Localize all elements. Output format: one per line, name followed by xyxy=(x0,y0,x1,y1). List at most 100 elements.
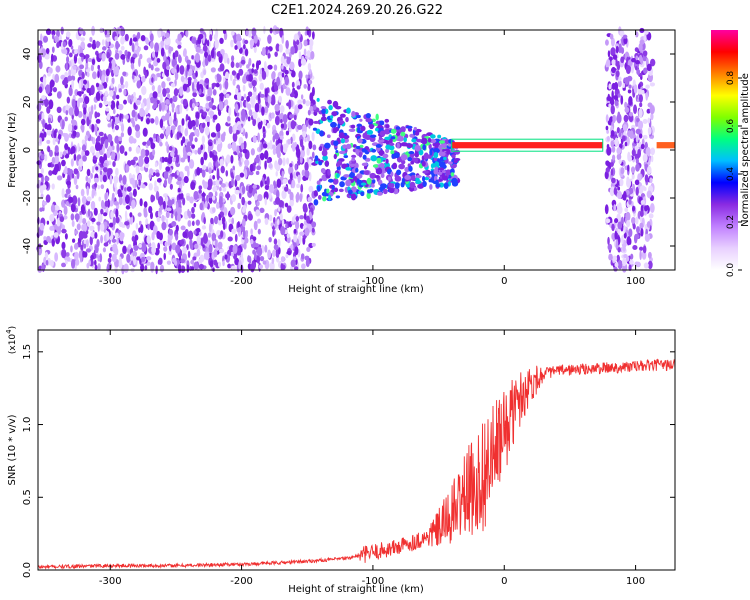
spectrogram-noise-dot xyxy=(284,69,289,75)
spectrogram-noise-dot xyxy=(276,150,281,159)
spectrogram-noise-dot xyxy=(73,153,77,161)
spectrogram-signal-dot xyxy=(394,175,402,182)
spectrogram-signal-dot xyxy=(327,99,332,105)
spectrogram-noise-dot xyxy=(259,152,265,161)
spectrogram-noise-dot xyxy=(291,179,296,189)
spectrogram-signal-dot xyxy=(337,120,345,125)
spectrogram-signal-dot xyxy=(368,188,374,193)
spectrogram-noise-dot xyxy=(179,86,184,97)
spectrogram-noise-dot xyxy=(202,181,209,190)
spectrogram-noise-dot xyxy=(291,142,296,152)
spectrogram-noise-dot xyxy=(196,235,201,245)
spectrogram-signal-dot xyxy=(321,108,326,114)
spectrogram-noise-dot xyxy=(176,180,182,186)
spectrogram-noise-dot xyxy=(95,118,101,124)
spectrogram-noise-dot xyxy=(114,232,119,239)
spectrogram-noise-dot xyxy=(163,170,169,180)
spectrogram-noise-dot xyxy=(267,34,272,44)
spectrogram-noise-dot xyxy=(177,44,182,49)
spectrogram-noise-dot xyxy=(249,39,255,47)
spectrogram-signal-dot xyxy=(414,151,420,158)
spectrogram-signal-dot xyxy=(312,127,318,131)
spectrogram-noise-dot xyxy=(263,119,267,125)
spectrogram-signal-dot xyxy=(387,176,392,181)
spectrogram-signal-dot xyxy=(333,140,339,146)
spectrogram-noise-dot xyxy=(182,231,188,239)
spectrogram-noise-dot xyxy=(212,207,216,213)
spectrogram-noise-dot xyxy=(271,257,275,265)
spectrogram-noise-dot xyxy=(124,114,129,120)
spectrogram-noise-dot xyxy=(133,102,137,110)
spectrogram-noise-dot xyxy=(251,68,254,73)
spectrogram-noise-dot xyxy=(89,145,95,154)
spectrogram-noise-dot xyxy=(275,196,281,205)
spectrogram-noise-dot xyxy=(168,115,173,126)
spectrogram-noise-dot xyxy=(76,223,81,231)
spectrogram-noise-dot xyxy=(88,111,93,121)
spectrogram-noise-dot xyxy=(188,159,195,169)
spectrogram-noise-dot xyxy=(64,233,68,240)
spectrogram-noise-dot xyxy=(194,243,199,250)
spectrogram-noise-dot xyxy=(292,256,297,261)
spectrogram-noise-dot xyxy=(198,231,202,236)
spectrogram-signal-dot xyxy=(443,156,447,161)
spectrogram-noise-dot xyxy=(131,236,136,242)
spectrogram-noise-dot xyxy=(280,256,285,263)
spectrogram-noise-dot xyxy=(276,76,281,87)
spectrogram-noise-dot xyxy=(157,29,162,38)
spectrogram-signal-dot xyxy=(313,199,319,206)
spectrogram-noise-dot xyxy=(142,127,148,137)
spectrogram-signal-dot xyxy=(415,179,422,185)
spectrogram-noise-dot xyxy=(241,196,246,206)
spectrogram-noise-dot xyxy=(634,233,640,240)
spectrogram-noise-dot xyxy=(168,146,173,151)
spectrogram-noise-dot xyxy=(291,121,297,127)
spectrogram-noise-dot xyxy=(41,95,46,101)
spectrogram-signal-dot xyxy=(379,120,385,125)
spectrogram-noise-dot xyxy=(136,256,141,261)
spectrogram-noise-dot xyxy=(304,227,310,237)
spectrogram-noise-dot xyxy=(289,114,294,119)
spectrogram-noise-dot xyxy=(70,75,76,82)
spectrogram-noise-dot xyxy=(635,163,640,172)
spectrogram-noise-dot xyxy=(90,104,94,115)
spectrogram-noise-dot xyxy=(231,141,237,151)
spectrogram-noise-dot xyxy=(212,180,217,186)
spectrogram-noise-dot xyxy=(149,211,154,220)
spectrogram-noise-dot xyxy=(139,198,143,207)
spectrogram-noise-dot xyxy=(100,136,105,146)
spectrogram-noise-dot xyxy=(87,57,93,63)
spectrogram-noise-dot xyxy=(65,252,70,257)
spectrogram-noise-dot xyxy=(78,230,85,240)
spectrogram-noise-dot xyxy=(638,246,644,251)
snr-x-ticks: -300 -200 -100 0 100 xyxy=(99,330,645,587)
spectrogram-noise-dot xyxy=(170,213,174,219)
spectrogram-noise-dot xyxy=(152,149,156,156)
spectrogram-noise-dot xyxy=(232,165,235,171)
spectrogram-noise-dot xyxy=(231,252,234,257)
spectrogram-signal-dot xyxy=(437,134,442,139)
spectrogram-noise-dot xyxy=(53,166,58,176)
spectrogram-noise-dot xyxy=(281,219,285,228)
spectrogram-noise-dot xyxy=(216,170,220,181)
spectrogram-noise-dot xyxy=(144,156,150,165)
spectrogram-noise-dot xyxy=(606,96,612,102)
spectrogram-noise-dot xyxy=(123,89,127,96)
spectrogram-signal-dot xyxy=(422,170,429,174)
spectrogram-noise-dot xyxy=(67,174,71,183)
spectrogram-noise-dot xyxy=(213,215,219,225)
spectrogram-noise-dot xyxy=(218,101,224,112)
spectrogram-noise-dot xyxy=(623,37,628,45)
spectrogram-noise-dot xyxy=(257,193,263,202)
spectrogram-noise-dot xyxy=(203,151,208,161)
spectrogram-signal-dot xyxy=(454,149,461,155)
spectrogram-noise-dot xyxy=(257,132,260,143)
spectrogram-signal-dot xyxy=(408,165,413,172)
spectrogram-noise-dot xyxy=(269,27,273,34)
spectrogram-noise-dot xyxy=(180,75,185,83)
spectrogram-noise-dot xyxy=(143,212,148,218)
snr-series-line xyxy=(37,358,676,570)
spectrogram-noise-dot xyxy=(220,183,226,188)
spectrogram-noise-dot xyxy=(646,190,652,199)
spectrogram-noise-dot xyxy=(77,142,80,153)
